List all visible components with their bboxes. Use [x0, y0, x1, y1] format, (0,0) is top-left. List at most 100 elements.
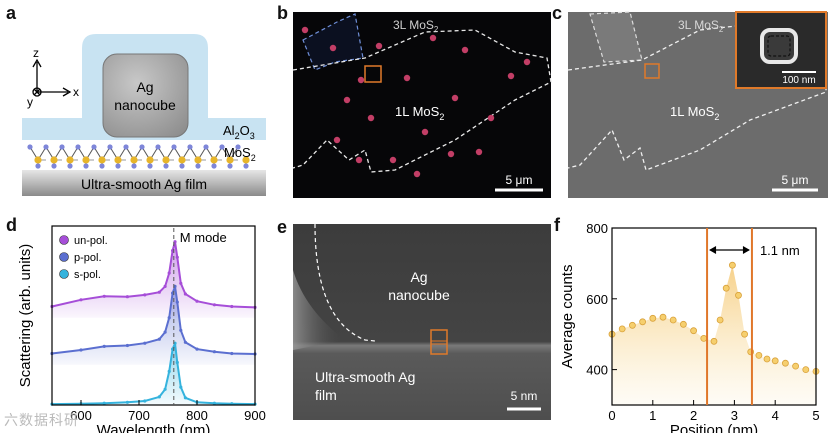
axis-triad [32, 58, 72, 97]
data-point [629, 321, 636, 329]
axis-x-label: x [73, 85, 79, 99]
molybdenum-atom [146, 156, 154, 164]
data-point [763, 355, 771, 363]
nanocube-spot [357, 76, 365, 84]
al2o3-label: Al2O3 [223, 123, 255, 141]
sulfur-atom [67, 163, 73, 169]
data-point [639, 318, 646, 326]
cube-label-2: nanocube [114, 97, 176, 113]
nanocube-spot [421, 128, 429, 136]
data-point [163, 330, 167, 334]
molybdenum-atom [194, 156, 202, 164]
legend-marker [59, 235, 69, 245]
molybdenum-atom [226, 156, 234, 164]
nanocube-spot [367, 114, 375, 122]
data-point [143, 293, 147, 297]
sulfur-atom [83, 163, 89, 169]
x-axis-label: Wavelength (nm) [97, 422, 211, 433]
sulfur-atom [115, 163, 121, 169]
data-point [102, 344, 106, 348]
nanocube-spot [447, 150, 455, 158]
schematic-a: Ag nanocube Ultra-smooth Ag film Al2O3 M… [22, 34, 266, 196]
data-point [781, 359, 789, 367]
data-point [167, 271, 171, 275]
data-point [175, 300, 179, 304]
data-point [125, 400, 129, 404]
sulfur-atom [99, 163, 105, 169]
inset-scale-label: 100 nm [782, 75, 815, 86]
flake-1l-outline [567, 25, 827, 171]
data-point [690, 327, 698, 335]
highlight-box [364, 65, 382, 83]
sulfur-atom [27, 144, 33, 150]
x-tick-label: 1 [649, 408, 656, 423]
x-tick-label: 3 [731, 408, 738, 423]
data-point [183, 396, 187, 400]
panel-label-c: c [552, 3, 563, 23]
data-point [230, 304, 234, 309]
gap-arrow-head-left [709, 246, 717, 254]
data-point [679, 320, 687, 328]
mos2-layer [27, 144, 250, 169]
y-tick-label: 400 [586, 363, 608, 378]
x-tick-label: 900 [244, 408, 266, 423]
data-point [125, 295, 129, 299]
data-point [700, 334, 708, 342]
panel-label-b: b [277, 3, 288, 23]
ag-nanocube [102, 53, 189, 138]
sulfur-atom [235, 144, 241, 150]
molybdenum-atom [34, 156, 42, 164]
data-point [167, 369, 171, 373]
legend-marker [59, 269, 69, 279]
inset-sem: 100 nm [735, 11, 827, 89]
data-point [212, 401, 216, 405]
sulfur-atom [51, 163, 57, 169]
cube-edge-outline [314, 223, 376, 342]
panel-a: a Ag nanocube Ultra-smooth Ag film Al2O3… [0, 0, 280, 210]
sulfur-atom [75, 144, 81, 150]
x-tick-label: 700 [128, 408, 150, 423]
cube-label-2: nanocube [388, 287, 450, 303]
molybdenum-atom [98, 156, 106, 164]
nanocube-spot [429, 34, 437, 42]
nanocube-spot [375, 42, 383, 50]
data-point [649, 314, 657, 322]
flake-3l-region [589, 11, 643, 63]
mos2-label: MoS2 [224, 145, 256, 163]
data-point [212, 303, 216, 307]
data-point [710, 337, 718, 345]
nanocube-spot [343, 96, 351, 104]
molybdenum-atom [82, 156, 90, 164]
highlight-box [644, 63, 660, 79]
molybdenum-atom [50, 156, 58, 164]
region-3l-label: 3L MoS2 [393, 18, 439, 34]
molybdenum-atom [210, 156, 218, 164]
data-point [143, 399, 147, 403]
nanocube-spot [507, 72, 515, 80]
panel-b: b 3L MoS2 1L MoS2 5 μm [275, 0, 555, 205]
molybdenum-atom [130, 156, 138, 164]
panel-d: d 600 700 800 900 M mode un-pol. p-pol. s-pol. W… [0, 210, 280, 438]
molybdenum-atom [178, 156, 186, 164]
data-point [157, 395, 161, 399]
plot-frame [611, 227, 817, 406]
data-point [771, 357, 779, 365]
data-point [722, 284, 730, 292]
x-tick-label: 5 [812, 408, 819, 423]
sulfur-atom [243, 163, 249, 169]
sulfur-atom [211, 163, 217, 169]
nanocube-spot [451, 94, 459, 102]
data-point [102, 294, 106, 298]
plot-frame [51, 225, 256, 406]
x-tick-label: 4 [772, 408, 779, 423]
data-point [716, 316, 724, 324]
data-point [125, 343, 129, 348]
data-point [659, 313, 667, 321]
nanocube-spot [475, 148, 483, 156]
sulfur-atom [195, 163, 201, 169]
legend-marker [59, 252, 69, 262]
data-point [79, 348, 83, 352]
nanocube-spot [389, 156, 397, 164]
panel-e: e Ag nanocube Ultra-smooth Ag film 5 nm [275, 210, 555, 433]
panel-label-f: f [554, 215, 560, 235]
